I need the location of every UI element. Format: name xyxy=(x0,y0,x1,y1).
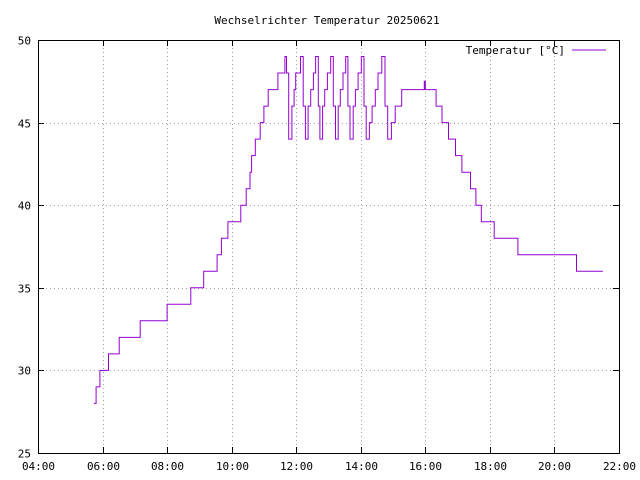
x-tick-label: 12:00 xyxy=(280,460,313,473)
legend-label: Temperatur [°C] xyxy=(466,44,565,57)
x-tick-label: 06:00 xyxy=(87,460,120,473)
y-tick-label: 50 xyxy=(18,35,31,48)
x-tick-label: 04:00 xyxy=(22,460,55,473)
axis-ticks xyxy=(38,40,620,454)
x-tick-label: 08:00 xyxy=(151,460,184,473)
grid-lines xyxy=(38,40,619,453)
plot-frame xyxy=(38,40,620,454)
temperature-series-line xyxy=(93,56,603,404)
x-tick-label: 18:00 xyxy=(474,460,507,473)
chart-title: Wechselrichter Temperatur 20250621 xyxy=(214,14,439,27)
x-tick-label: 16:00 xyxy=(409,460,442,473)
y-tick-label: 45 xyxy=(18,118,31,131)
legend: Temperatur [°C] xyxy=(466,44,606,57)
y-tick-label: 35 xyxy=(18,283,31,296)
x-tick-label: 22:00 xyxy=(603,460,636,473)
tick-labels: 04:00 06:00 08:00 10:00 12:00 14:00 16:00 18:00… xyxy=(18,35,636,474)
y-tick-label: 40 xyxy=(18,200,31,213)
y-tick-label: 30 xyxy=(18,365,31,378)
x-tick-label: 14:00 xyxy=(345,460,378,473)
y-tick-label: 25 xyxy=(18,448,31,461)
x-tick-label: 10:00 xyxy=(216,460,249,473)
x-tick-label: 20:00 xyxy=(538,460,571,473)
